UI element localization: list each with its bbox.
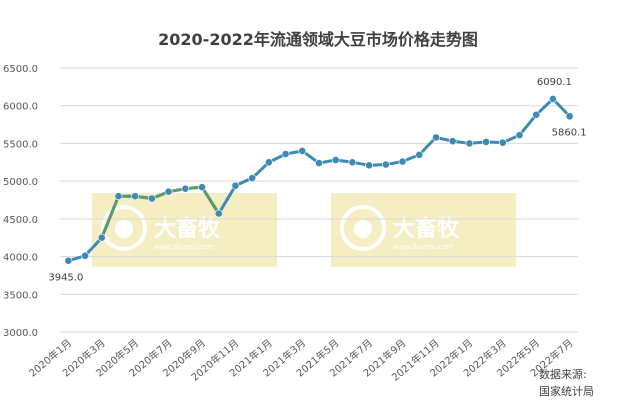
data-label: 5860.1 xyxy=(552,127,587,138)
source-label: 数据来源: xyxy=(539,367,587,381)
data-point xyxy=(482,138,490,146)
y-tick-label: 4500.0 xyxy=(3,215,38,226)
data-point xyxy=(164,187,173,196)
data-labels: 3945.0 6090.1 5860.1 xyxy=(48,77,586,284)
data-point xyxy=(365,161,374,170)
watermark-logo-dot xyxy=(354,220,372,238)
y-tick-label: 5500.0 xyxy=(3,139,38,150)
data-point xyxy=(214,209,223,218)
data-point xyxy=(465,139,474,148)
watermark-brand: 大畜牧 xyxy=(393,216,460,242)
watermark-logo-icon xyxy=(340,205,386,251)
watermark-url: www.dxumu.com xyxy=(393,243,453,251)
watermark-url: www.dxumu.com xyxy=(154,243,214,251)
y-axis-ticks: 6500.0 6000.0 5500.0 5000.0 4500.0 4000.0 3500… xyxy=(3,64,38,339)
data-point xyxy=(264,158,273,167)
data-point xyxy=(515,131,524,140)
data-point xyxy=(281,150,290,158)
watermark-logo-dot xyxy=(115,220,133,238)
data-point xyxy=(298,147,307,155)
data-point xyxy=(348,158,357,167)
data-point xyxy=(81,251,89,260)
data-point xyxy=(231,181,240,190)
data-point xyxy=(381,160,390,169)
data-point xyxy=(97,233,106,242)
y-tick-label: 4000.0 xyxy=(3,253,38,264)
watermark-brand: 大畜牧 xyxy=(154,216,221,242)
data-point xyxy=(331,156,340,164)
data-point xyxy=(498,138,507,147)
data-point xyxy=(315,159,323,167)
data-label: 3945.0 xyxy=(48,273,83,284)
data-point xyxy=(448,137,457,146)
data-point xyxy=(114,192,123,201)
y-tick-label: 6000.0 xyxy=(3,102,38,113)
data-point xyxy=(131,192,140,201)
data-point xyxy=(549,95,557,103)
y-tick-label: 3000.0 xyxy=(3,328,38,339)
x-axis-ticks: 2020年1月2020年3月2020年5月2020年7月2020年9月2020年… xyxy=(26,336,575,383)
y-tick-label: 6500.0 xyxy=(3,64,38,75)
y-tick-label: 3500.0 xyxy=(3,290,38,301)
data-point xyxy=(398,157,407,166)
source-name: 国家统计局 xyxy=(539,384,594,398)
chart-title: 2020-2022年流通领域大豆市场价格走势图 xyxy=(158,30,478,49)
data-label: 6090.1 xyxy=(537,77,572,88)
data-point xyxy=(148,194,156,203)
data-point xyxy=(198,183,206,192)
data-point xyxy=(532,110,541,119)
data-point xyxy=(432,133,440,142)
gridlines xyxy=(60,67,578,333)
watermark-logo-icon xyxy=(101,205,147,251)
data-point xyxy=(181,184,190,193)
data-point xyxy=(64,256,73,265)
data-point xyxy=(248,174,257,183)
y-tick-label: 5000.0 xyxy=(3,177,38,188)
series-markers xyxy=(64,95,574,265)
data-point xyxy=(415,150,424,159)
data-point xyxy=(565,112,574,121)
